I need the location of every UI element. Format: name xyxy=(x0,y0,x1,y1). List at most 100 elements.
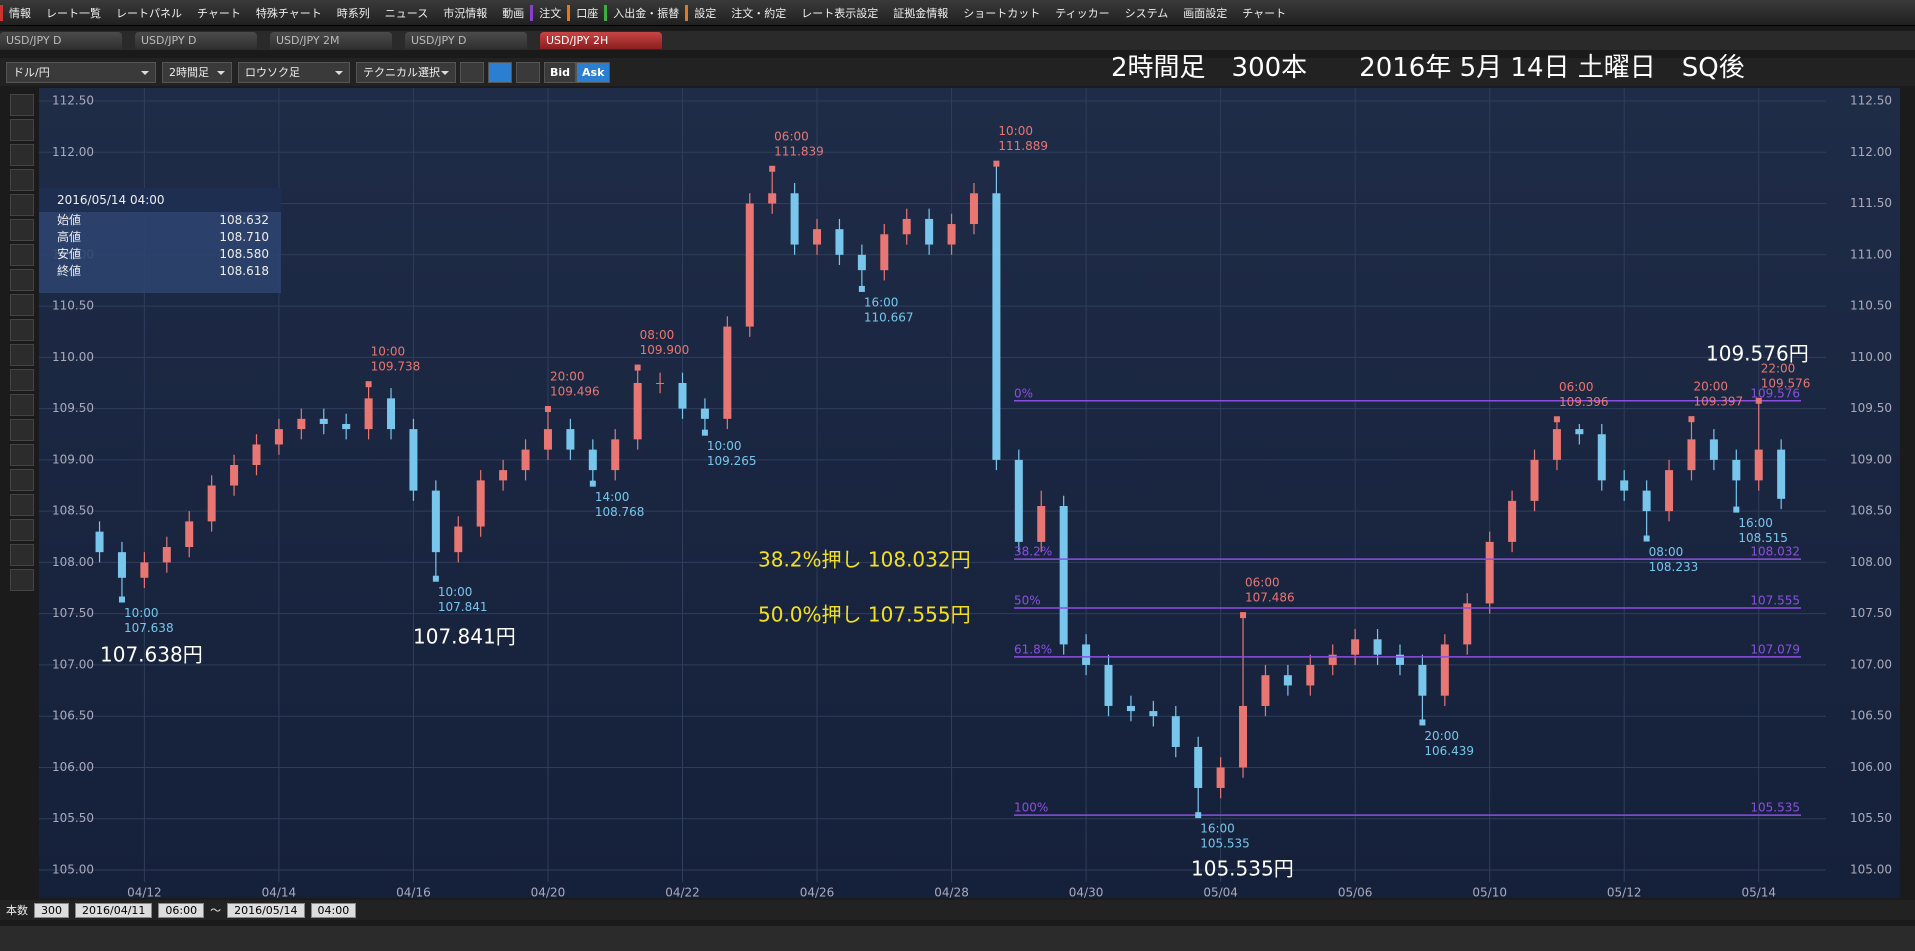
count-input[interactable]: 300 xyxy=(34,902,69,918)
annotation-price: 105.535 xyxy=(1200,837,1250,851)
candle-body xyxy=(1395,654,1404,665)
drawing-tool[interactable] xyxy=(10,569,34,591)
candle-body xyxy=(880,234,889,271)
candle-body xyxy=(700,408,709,419)
drawing-tool[interactable] xyxy=(10,369,34,391)
drawing-tool[interactable] xyxy=(10,144,34,166)
annotation-time: 10:00 xyxy=(371,345,406,359)
chart-tab[interactable]: USD/JPY 2H xyxy=(540,32,662,49)
to-date[interactable]: 2016/05/14 xyxy=(227,902,305,918)
y-tick-label: 108.00 xyxy=(1850,555,1892,569)
drawing-tool[interactable] xyxy=(10,194,34,216)
menu-item[interactable]: 口座 xyxy=(567,4,604,21)
fib-value: 105.535 xyxy=(1750,801,1800,815)
menu-item[interactable]: ショートカット xyxy=(963,6,1041,20)
chart-tab[interactable]: USD/JPY D xyxy=(0,32,122,49)
menu-item[interactable]: ティッカー xyxy=(1055,6,1110,20)
pair-select[interactable]: ドル/円 xyxy=(6,61,156,83)
extreme-marker xyxy=(1688,416,1695,423)
chart-tab[interactable]: USD/JPY 2M xyxy=(270,32,392,49)
candle-body xyxy=(1104,664,1113,706)
info-button[interactable] xyxy=(488,61,512,83)
volume-button[interactable] xyxy=(516,61,540,83)
bid-button[interactable]: Bid xyxy=(544,61,577,83)
price-callout: 105.535円 xyxy=(1191,857,1294,881)
pen-button[interactable] xyxy=(460,61,484,83)
menu-item[interactable]: チャート xyxy=(1242,6,1287,20)
ask-button[interactable]: Ask xyxy=(576,61,611,83)
price-callout: 38.2%押し 108.032円 xyxy=(758,548,971,572)
chart-tab[interactable]: USD/JPY D xyxy=(135,32,257,49)
menu-item[interactable]: 注文 xyxy=(530,4,567,21)
drawing-tool[interactable] xyxy=(10,219,34,241)
annotation-time: 08:00 xyxy=(640,328,675,342)
timeframe-select[interactable]: 2時間足 xyxy=(162,61,232,83)
candle-body xyxy=(902,218,911,235)
style-select[interactable]: ロウソク足 xyxy=(238,61,350,83)
drawing-tool[interactable] xyxy=(10,119,34,141)
candle-body xyxy=(252,444,261,465)
candle-body xyxy=(409,429,418,491)
drawing-tool[interactable] xyxy=(10,544,34,566)
menu-item[interactable]: 動画 xyxy=(502,6,525,20)
annotation-price: 108.515 xyxy=(1738,531,1788,545)
candle-body xyxy=(1328,654,1337,665)
drawing-tool[interactable] xyxy=(10,244,34,266)
to-time[interactable]: 04:00 xyxy=(310,902,357,918)
menu-item[interactable]: チャート xyxy=(197,6,241,20)
menu-item[interactable]: レートパネル xyxy=(116,6,182,20)
y-tick-label: 109.00 xyxy=(52,452,94,466)
drawing-tool[interactable] xyxy=(10,394,34,416)
drawing-tool[interactable] xyxy=(10,419,34,441)
drawing-tool[interactable] xyxy=(10,469,34,491)
menu-item[interactable]: 設定 xyxy=(685,4,722,21)
menu-item[interactable]: ニュース xyxy=(384,6,429,20)
annotation-time: 06:00 xyxy=(1245,576,1280,590)
annotation-price: 109.265 xyxy=(707,454,757,468)
candle-body xyxy=(521,449,530,471)
menu-item[interactable]: 時系列 xyxy=(336,6,370,20)
drawing-tool[interactable] xyxy=(10,444,34,466)
candle-body xyxy=(1709,439,1718,460)
menu-item[interactable]: レート一覧 xyxy=(46,6,101,20)
menu-item[interactable]: レート表示設定 xyxy=(801,6,879,20)
chart-tab[interactable]: USD/JPY D xyxy=(405,32,527,49)
menu-item[interactable]: 入出金・振替 xyxy=(604,4,685,21)
technical-select[interactable]: テクニカル選択 xyxy=(356,61,456,83)
drawing-tool[interactable] xyxy=(10,519,34,541)
menu-item[interactable]: 市況情報 xyxy=(443,6,488,20)
annotation-time: 20:00 xyxy=(1424,729,1459,743)
y-tick-label: 108.50 xyxy=(1850,504,1892,518)
candle-body xyxy=(1082,644,1091,665)
drawing-tool[interactable] xyxy=(10,494,34,516)
from-time[interactable]: 06:00 xyxy=(158,902,205,918)
y-tick-label: 109.50 xyxy=(1850,401,1892,415)
x-tick-label: 05/12 xyxy=(1607,886,1642,900)
menu-item[interactable]: システム xyxy=(1124,6,1169,20)
drawing-tool[interactable] xyxy=(10,319,34,341)
candle-body xyxy=(297,418,306,430)
candle-body xyxy=(274,429,283,445)
annotation-price: 110.667 xyxy=(864,310,914,324)
candle-body xyxy=(768,193,777,204)
candle-body xyxy=(678,382,687,409)
info-value: 108.580 xyxy=(219,247,269,261)
menu-item[interactable]: 情報 xyxy=(0,4,37,21)
menu-item[interactable]: 証拠金情報 xyxy=(893,6,949,20)
drawing-tool[interactable] xyxy=(10,169,34,191)
drawing-tool[interactable] xyxy=(10,94,34,116)
drawing-tool[interactable] xyxy=(10,294,34,316)
extreme-marker xyxy=(118,596,125,603)
y-tick-label: 111.50 xyxy=(1850,196,1892,210)
price-callout: 50.0%押し 107.555円 xyxy=(758,603,971,627)
drawing-tool[interactable] xyxy=(10,269,34,291)
candle-body xyxy=(1530,459,1539,501)
annotation-time: 10:00 xyxy=(707,439,742,453)
drawing-tool[interactable] xyxy=(10,344,34,366)
annotation-time: 16:00 xyxy=(864,295,899,309)
menu-item[interactable]: 注文・約定 xyxy=(731,6,787,20)
menu-item[interactable]: 特殊チャート xyxy=(255,6,322,20)
from-date[interactable]: 2016/04/11 xyxy=(75,902,153,918)
menu-item[interactable]: 画面設定 xyxy=(1183,6,1228,20)
